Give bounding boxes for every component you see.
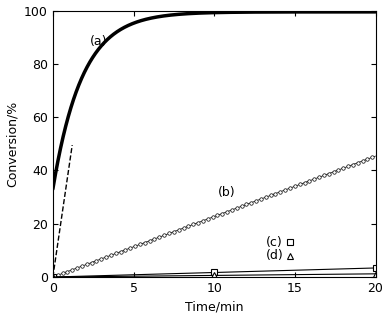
Text: (d): (d) xyxy=(266,249,284,262)
Text: (b): (b) xyxy=(217,186,235,199)
Text: (c): (c) xyxy=(266,236,282,249)
Text: (a): (a) xyxy=(90,34,107,48)
Y-axis label: Conversion/%: Conversion/% xyxy=(5,101,19,187)
X-axis label: Time/min: Time/min xyxy=(185,300,244,314)
